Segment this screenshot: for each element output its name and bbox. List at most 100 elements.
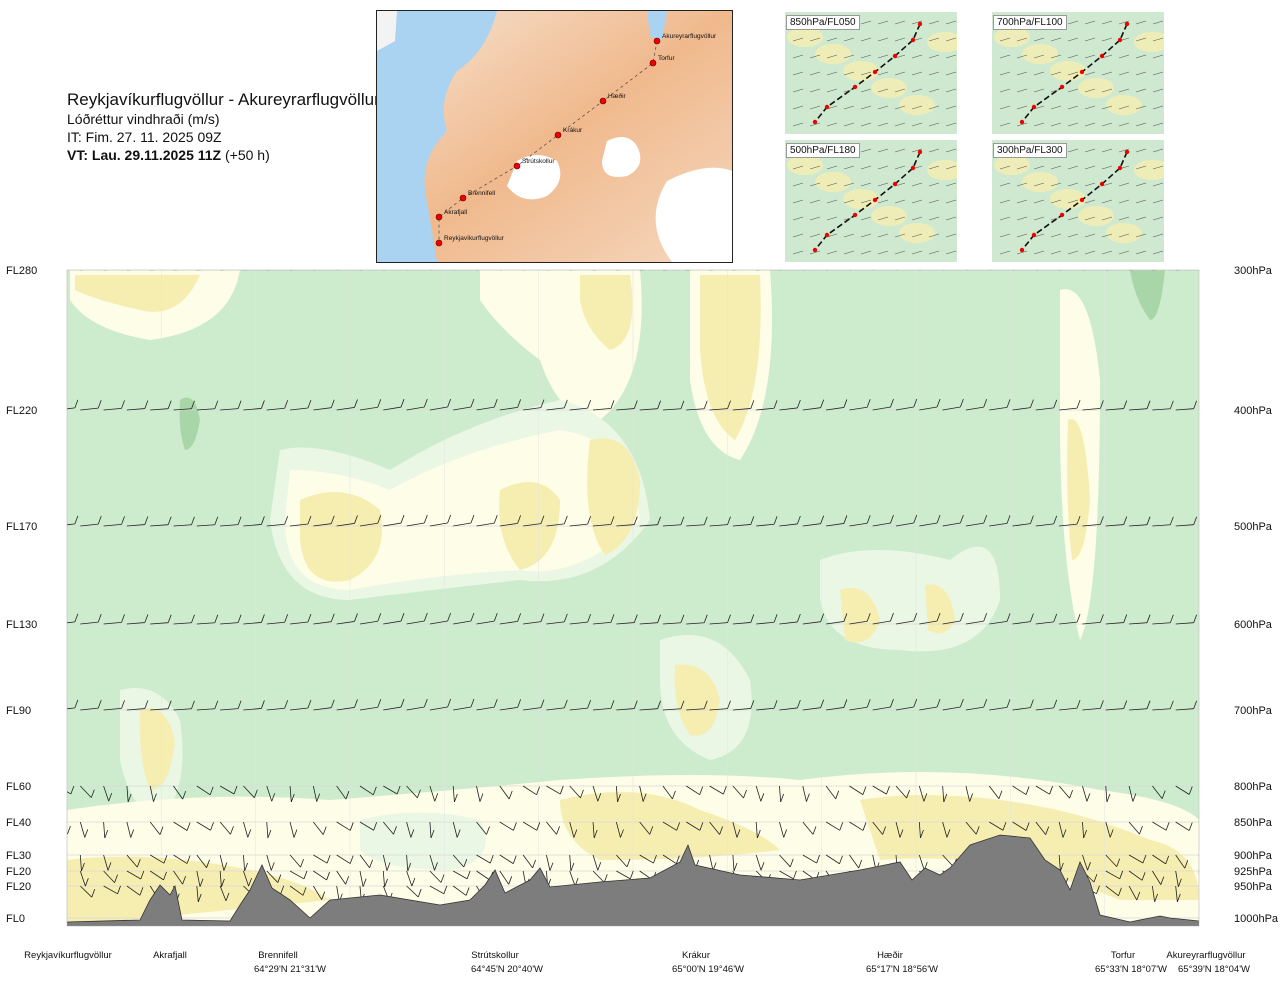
map-barb xyxy=(826,216,838,221)
wind-barb-flag xyxy=(699,786,704,795)
wind-barb xyxy=(196,854,207,868)
wind-barb xyxy=(779,270,784,271)
map-barb xyxy=(1135,71,1147,76)
wind-barb xyxy=(173,408,192,411)
wind-barb-flag xyxy=(866,515,871,524)
wind-barb-flag xyxy=(221,878,225,888)
wind-barb-flag xyxy=(843,399,848,408)
wind-barb xyxy=(289,785,292,802)
wind-barb xyxy=(67,833,68,835)
wind-barb-flag xyxy=(140,870,145,880)
wind-barb-flag xyxy=(1132,793,1137,802)
wind-barb xyxy=(67,621,75,624)
wind-barb-flag xyxy=(90,789,95,798)
wind-barb xyxy=(779,523,798,527)
wind-barb xyxy=(1198,786,1199,787)
wind-barb xyxy=(569,854,572,871)
wind-barb-flag xyxy=(642,793,647,802)
wind-barb-flag xyxy=(121,516,125,525)
map-waypoint xyxy=(910,37,916,43)
wind-barb-flag xyxy=(866,399,871,408)
map-barb xyxy=(894,105,906,110)
map-barb xyxy=(792,105,804,110)
wind-barb-flag xyxy=(1202,863,1205,871)
wind-barb xyxy=(220,524,239,527)
wind-barb-flag xyxy=(330,399,335,408)
wind-barb-flag xyxy=(417,789,421,798)
wind-barb-flag xyxy=(362,878,367,887)
map-barb xyxy=(1101,105,1113,110)
map-barb xyxy=(928,182,940,187)
wind-barb xyxy=(266,854,272,871)
map-barb xyxy=(1118,216,1130,221)
wind-barb-flag xyxy=(1118,887,1122,896)
map-barb xyxy=(999,37,1011,42)
wind-barb-flag xyxy=(913,398,918,408)
wind-barb-flag xyxy=(906,789,910,799)
wind-barb-flag xyxy=(97,515,102,525)
wind-barb-flag xyxy=(517,399,521,408)
map-barb xyxy=(1033,88,1045,93)
wind-barb xyxy=(149,785,154,802)
wind-barb-flag xyxy=(447,514,452,524)
map-barb xyxy=(1084,105,1096,110)
wind-barb-flag xyxy=(1146,400,1151,409)
wind-barb-flag xyxy=(1100,400,1104,409)
wind-barb-flag xyxy=(750,700,755,709)
wind-barb xyxy=(662,408,681,411)
wind-barb-flag xyxy=(540,515,545,524)
velocity-contour xyxy=(840,588,880,643)
map-barb xyxy=(928,88,940,93)
wind-barb xyxy=(266,523,285,527)
wind-barb xyxy=(756,621,775,625)
map-barb xyxy=(1135,250,1147,255)
wind-barb xyxy=(57,268,75,270)
wind-barb xyxy=(522,854,533,869)
wind-barb-flag xyxy=(471,259,474,267)
wind-barb-flag xyxy=(354,699,358,708)
wind-barb-flag xyxy=(84,829,89,838)
wind-barb xyxy=(942,620,961,625)
wind-barb-flag xyxy=(914,259,917,267)
wind-barb xyxy=(196,524,215,527)
level-map-500-svg xyxy=(787,148,957,255)
map-barb xyxy=(843,122,855,127)
wind-barb xyxy=(196,708,215,711)
pressure-level-label: 300hPa xyxy=(1234,265,1273,277)
wind-barb xyxy=(965,785,971,802)
wind-barb-flag xyxy=(1049,786,1053,795)
map-barb xyxy=(1101,122,1113,127)
wind-barb xyxy=(289,821,295,838)
wind-barb-flag xyxy=(573,829,578,838)
wind-barb xyxy=(406,854,409,871)
map-waypoint xyxy=(1124,21,1130,27)
wind-barb-flag xyxy=(508,876,513,885)
wind-barb-flag xyxy=(603,874,608,883)
wind-barb-flag xyxy=(423,612,428,622)
wind-barb xyxy=(476,870,490,881)
map-barb xyxy=(809,88,821,93)
wind-barb xyxy=(826,707,844,711)
wind-barb-flag xyxy=(270,862,275,871)
map-barb xyxy=(1135,105,1147,110)
map-barb xyxy=(826,88,838,93)
wind-barb xyxy=(989,706,1008,711)
wind-barb xyxy=(1059,523,1078,527)
wind-barb xyxy=(1152,870,1162,885)
map-barb xyxy=(826,182,838,187)
map-contour xyxy=(1022,172,1058,192)
wind-barb xyxy=(382,870,385,887)
map-barb xyxy=(1067,54,1079,59)
wind-barb xyxy=(802,821,814,835)
wind-barb-flag xyxy=(672,790,676,800)
wind-barb-flag xyxy=(610,614,615,623)
level-map-700-svg xyxy=(994,20,1164,127)
wind-barb-flag xyxy=(1006,613,1011,622)
wind-barb xyxy=(289,870,305,880)
wind-barb xyxy=(406,706,425,711)
wind-barb-flag xyxy=(206,859,210,868)
map-barb xyxy=(894,20,906,25)
wind-barb-flag xyxy=(1184,860,1189,869)
wind-barb-flag xyxy=(1123,614,1128,623)
wind-barb-flag xyxy=(182,790,187,800)
